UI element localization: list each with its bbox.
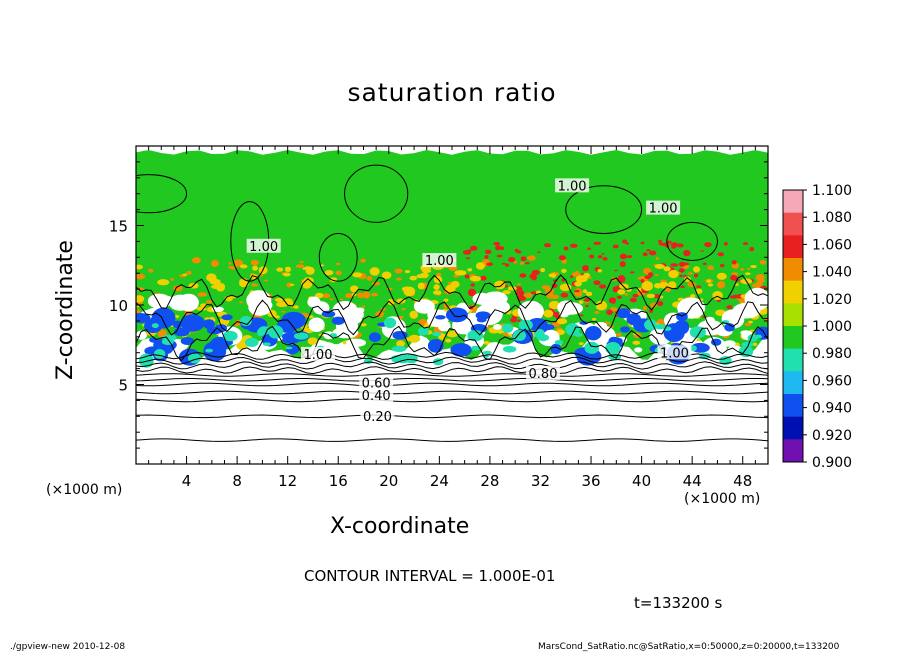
x-tick-label: 12	[278, 472, 297, 490]
colorbar-swatch	[783, 212, 803, 236]
colorbar-label: 0.980	[812, 346, 852, 362]
colorbar: 1.100 1.080 1.060 1.040 1.020 1.000 0.980 0.960…	[782, 183, 852, 471]
contour-label-bg	[526, 365, 561, 380]
contour-loop	[136, 174, 188, 214]
x-tick-label: 8	[232, 472, 242, 490]
y-tick-label: 10	[109, 297, 128, 315]
contour-label: 1.00	[660, 346, 689, 361]
contour-loop	[565, 185, 643, 234]
contour-label-bg	[646, 200, 681, 215]
contour-line	[136, 414, 768, 419]
contour-line	[136, 361, 768, 370]
x-axis-ticks: 4 8 12 16 20 24 28 32 36 40 44 48	[148, 146, 756, 490]
colorbar-label: 1.040	[812, 265, 852, 281]
contour-interval-note: CONTOUR INTERVAL = 1.000E-01	[304, 567, 556, 585]
contour-label-bg	[360, 408, 395, 423]
colorbar-label: 1.000	[812, 319, 852, 335]
contour-line	[136, 390, 768, 395]
contour-line	[136, 366, 768, 375]
colorbar-label: 0.960	[812, 373, 852, 389]
contour-loop	[318, 232, 358, 282]
contour-label: 1.00	[558, 179, 587, 194]
colorbar-label: 1.100	[812, 183, 852, 199]
contour-label: 0.80	[529, 367, 558, 382]
x-tick-label: 4	[182, 472, 192, 490]
colorbar-swatch	[783, 394, 803, 418]
contour-label-bg	[657, 345, 692, 360]
colorbar-swatch	[783, 303, 803, 327]
contour-label-bg	[246, 238, 281, 253]
contour-label-bg	[422, 253, 457, 268]
contour-loop	[344, 164, 409, 223]
colorbar-swatch	[783, 348, 803, 372]
x-tick-label: 48	[733, 472, 752, 490]
plot-area: 0.20 0.400.60 0.80 1.00 1.00 1.00 1.00 1.00 1.00	[136, 146, 768, 464]
colorbar-label: 0.900	[812, 455, 852, 471]
x-tick-label: 40	[632, 472, 651, 490]
contour-label: 1.00	[425, 254, 454, 269]
colorbar-label: 1.080	[812, 210, 852, 226]
x-unit-right: (×1000 m)	[684, 491, 761, 507]
x-tick-label: 32	[531, 472, 550, 490]
x-tick-label: 20	[379, 472, 398, 490]
x-tick-label: 24	[430, 472, 449, 490]
x-tick-label: 36	[581, 472, 600, 490]
contour-label-bg	[359, 375, 394, 390]
contour-line	[136, 373, 768, 377]
contour-lines	[136, 164, 768, 442]
colorbar-label: 0.940	[812, 401, 852, 417]
contour-labels: 0.20 0.400.60 0.80 1.00 1.00 1.00 1.00 1.00 1.00	[246, 178, 692, 425]
x-tick-label: 28	[480, 472, 499, 490]
contour-line	[136, 274, 768, 311]
contour-label: 0.40	[362, 389, 391, 404]
cloud-turbulence-yellow	[136, 262, 768, 350]
contour-line	[136, 438, 768, 442]
colorbar-swatch	[783, 416, 803, 440]
contour-label: 1.00	[249, 240, 278, 255]
x-tick-label: 16	[329, 472, 348, 490]
contour-label-bg	[359, 388, 394, 403]
time-label: t=133200 s	[634, 594, 723, 612]
contour-loop	[666, 221, 718, 261]
contour-label: 1.00	[304, 348, 333, 363]
contour-line	[136, 382, 768, 387]
colorbar-swatch	[783, 258, 803, 282]
colorbar-swatch	[783, 280, 803, 304]
colorbar-label: 1.020	[812, 292, 852, 308]
y-tick-label: 15	[109, 218, 128, 236]
colorbar-swatch	[783, 190, 803, 214]
cloud-turbulence-blue	[136, 307, 768, 366]
footer-program: ./gpview-new 2010-12-08	[10, 642, 126, 652]
colorbar-label: 0.920	[812, 428, 852, 444]
x-unit-left: (×1000 m)	[46, 482, 123, 498]
footer-source: MarsCond_SatRatio.nc@SatRatio,x=0:50000,…	[538, 642, 840, 652]
y-axis-ticks: 5 10 15	[109, 161, 768, 449]
contour-line	[136, 378, 768, 382]
colorbar-swatch	[783, 326, 803, 350]
x-axis-label: X-coordinate	[330, 514, 470, 539]
contour-label: 0.60	[362, 377, 391, 392]
contour-label: 0.20	[363, 410, 392, 425]
colorbar-swatch	[783, 439, 803, 463]
contour-line	[136, 398, 768, 403]
contour-label: 1.00	[649, 202, 678, 217]
colorbar-swatch	[783, 371, 803, 395]
x-tick-label: 44	[683, 472, 702, 490]
contour-label-bg	[301, 346, 336, 361]
y-axis-label: Z-coordinate	[53, 240, 78, 380]
contour-label-bg	[555, 178, 590, 193]
contour-line	[136, 299, 768, 336]
colorbar-label: 1.060	[812, 237, 852, 253]
y-tick-label: 5	[118, 377, 128, 395]
colorbar-swatch	[783, 235, 803, 259]
chart-title: saturation ratio	[347, 78, 557, 107]
